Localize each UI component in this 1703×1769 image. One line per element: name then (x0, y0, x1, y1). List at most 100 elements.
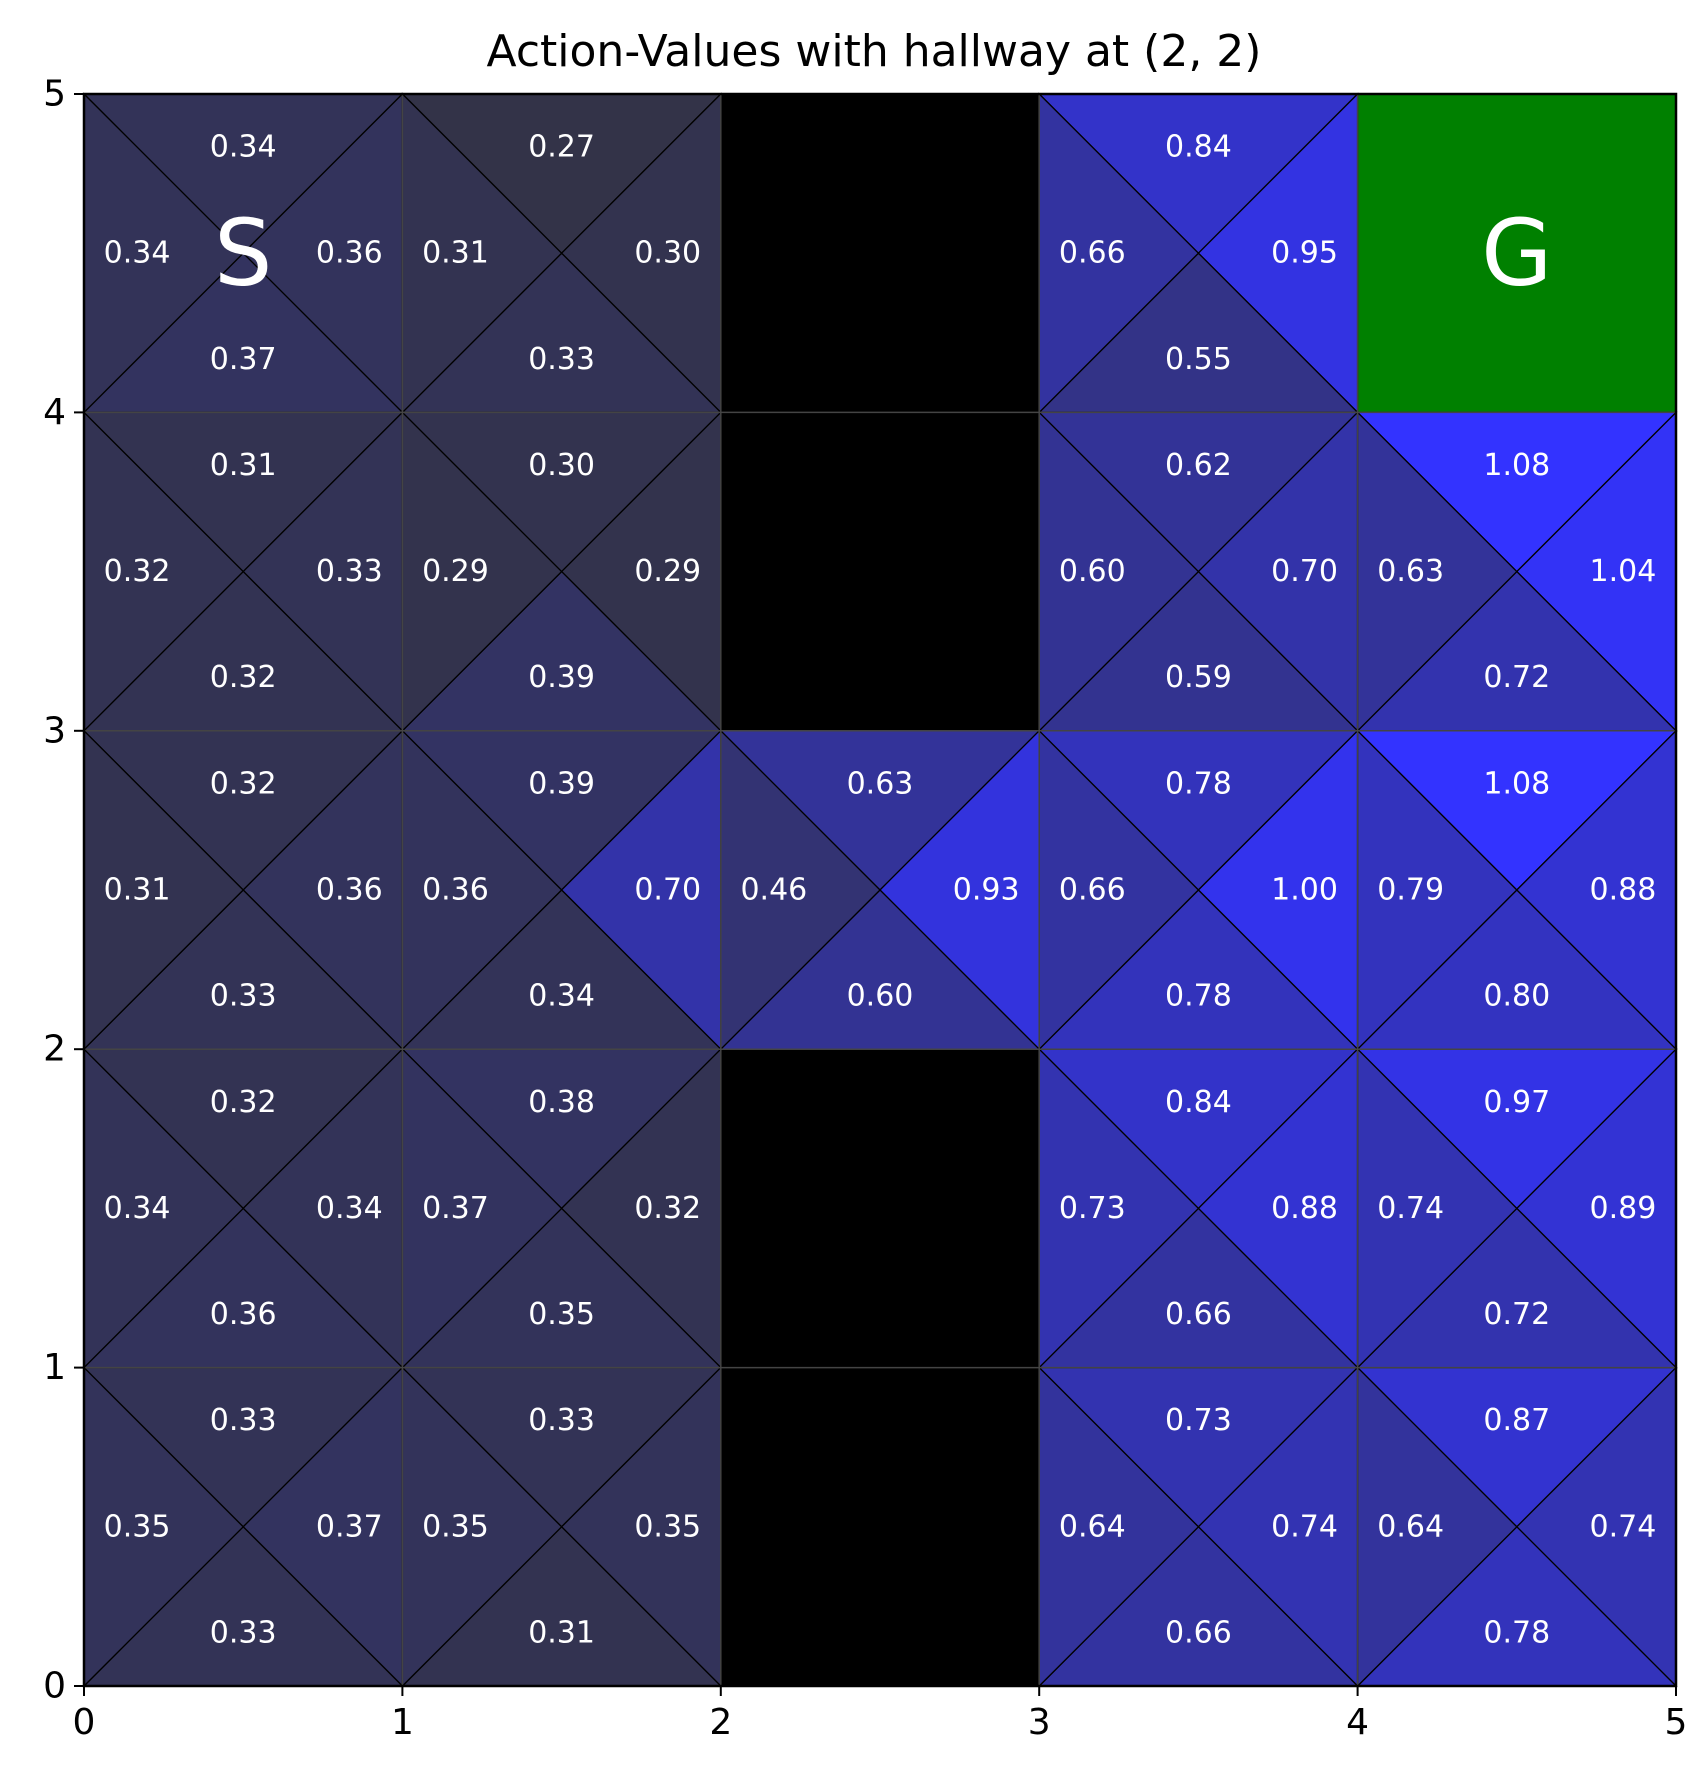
x-tick-label: 0 (73, 1702, 96, 1743)
q-value-right: 0.89 (1590, 1191, 1657, 1226)
q-value-down: 0.36 (210, 1297, 277, 1332)
q-value-left: 0.29 (422, 554, 489, 589)
goal-cell (1357, 94, 1676, 413)
y-tick-label: 0 (43, 1666, 66, 1707)
q-value-up: 0.84 (1165, 1085, 1232, 1120)
state-cell: 0.31 0.33 0.32 0.32 (82, 410, 404, 733)
q-value-right: 0.29 (634, 554, 701, 589)
q-value-left: 0.35 (104, 1509, 171, 1544)
state-cell: 0.84 0.95 0.55 0.66 (1037, 92, 1360, 414)
q-value-right: 0.30 (634, 236, 701, 271)
q-value-left: 0.64 (1059, 1509, 1126, 1544)
q-value-up: 0.62 (1165, 448, 1232, 483)
goal-marker: G (1481, 200, 1552, 307)
q-value-right: 1.00 (1271, 873, 1338, 908)
q-value-left: 0.73 (1059, 1191, 1126, 1226)
q-value-down: 0.59 (1165, 660, 1232, 695)
q-value-up: 1.08 (1483, 766, 1550, 801)
q-value-down: 0.34 (528, 979, 595, 1014)
q-value-left: 0.34 (104, 1191, 171, 1226)
state-cell: 0.32 0.36 0.33 0.31 (82, 729, 404, 1051)
q-value-down: 0.35 (528, 1297, 595, 1332)
q-value-right: 0.70 (1271, 554, 1338, 589)
q-value-right: 0.88 (1590, 873, 1657, 908)
q-value-down: 0.66 (1165, 1297, 1232, 1332)
q-value-up: 0.63 (847, 766, 914, 801)
chart-title: Action-Values with hallway at (2, 2) (487, 26, 1262, 77)
state-cell: 0.38 0.32 0.35 0.37 (400, 1047, 723, 1370)
q-value-right: 0.88 (1271, 1191, 1338, 1226)
state-cell: 0.63 0.93 0.60 0.46 (719, 729, 1041, 1051)
q-value-left: 0.64 (1377, 1509, 1444, 1544)
state-cell: 0.78 1.00 0.78 0.66 (1037, 729, 1360, 1051)
q-value-left: 0.46 (740, 873, 807, 908)
q-value-up: 0.84 (1165, 130, 1232, 165)
q-value-left: 0.37 (422, 1191, 489, 1226)
state-cell: 0.39 0.70 0.34 0.36 (400, 729, 723, 1051)
q-value-up: 0.31 (210, 448, 277, 483)
q-value-down: 0.66 (1165, 1615, 1232, 1650)
q-value-down: 0.33 (528, 342, 595, 377)
q-value-up: 0.33 (528, 1403, 595, 1438)
wall-cell (720, 412, 1040, 731)
q-value-up: 0.32 (210, 766, 277, 801)
state-cell: 0.84 0.88 0.66 0.73 (1037, 1047, 1360, 1370)
q-value-left: 0.66 (1059, 236, 1126, 271)
state-cell: 0.32 0.34 0.36 0.34 (82, 1047, 404, 1370)
q-value-down: 0.72 (1483, 1297, 1550, 1332)
q-value-right: 0.74 (1271, 1509, 1338, 1544)
state-cell: 0.97 0.89 0.72 0.74 (1356, 1047, 1678, 1370)
y-tick-label: 5 (43, 74, 66, 115)
q-value-down: 0.55 (1165, 342, 1232, 377)
q-value-left: 0.66 (1059, 873, 1126, 908)
grid-cells: 0.34 0.36 0.37 0.34 0.27 0.30 0.33 0.31 0.84 0.95… (82, 92, 1678, 1688)
state-cell: 0.87 0.74 0.78 0.64 (1356, 1366, 1678, 1688)
q-value-left: 0.36 (422, 873, 489, 908)
q-value-left: 0.74 (1377, 1191, 1444, 1226)
q-value-right: 0.32 (634, 1191, 701, 1226)
q-value-left: 0.79 (1377, 873, 1444, 908)
q-value-right: 0.36 (316, 873, 383, 908)
q-value-down: 0.33 (210, 979, 277, 1014)
state-cell: 1.08 1.04 0.72 0.63 (1356, 410, 1678, 733)
q-value-left: 0.60 (1059, 554, 1126, 589)
q-value-up: 0.30 (528, 448, 595, 483)
q-value-left: 0.63 (1377, 554, 1444, 589)
q-value-up: 0.39 (528, 766, 595, 801)
q-value-up: 0.34 (210, 130, 277, 165)
state-cell: 0.73 0.74 0.66 0.64 (1037, 1366, 1360, 1688)
q-value-up: 0.27 (528, 130, 595, 165)
q-value-up: 1.08 (1483, 448, 1550, 483)
state-cell: 1.08 0.88 0.80 0.79 (1356, 729, 1678, 1051)
q-value-right: 0.93 (953, 873, 1020, 908)
q-value-down: 0.39 (528, 660, 595, 695)
y-tick-label: 1 (43, 1347, 66, 1388)
q-value-up: 0.33 (210, 1403, 277, 1438)
q-value-right: 0.36 (316, 236, 383, 271)
q-value-down: 0.32 (210, 660, 277, 695)
q-value-left: 0.35 (422, 1509, 489, 1544)
q-value-down: 0.37 (210, 342, 277, 377)
q-value-down: 0.80 (1483, 979, 1550, 1014)
state-cell: 0.33 0.35 0.31 0.35 (400, 1366, 723, 1688)
x-tick-label: 1 (391, 1702, 414, 1743)
q-value-down: 0.78 (1165, 979, 1232, 1014)
plot-frame (82, 92, 1678, 1688)
y-tick-label: 3 (43, 710, 66, 751)
q-value-down: 0.78 (1483, 1615, 1550, 1650)
q-value-up: 0.78 (1165, 766, 1232, 801)
axes: 0 1 2 3 4 5 0 1 2 3 4 5 (43, 74, 1687, 1744)
start-marker: S (214, 200, 272, 307)
q-value-right: 0.33 (316, 554, 383, 589)
wall-cell (720, 1049, 1040, 1368)
x-tick-label: 3 (1028, 1702, 1051, 1743)
q-value-right: 0.70 (634, 873, 701, 908)
q-value-down: 0.72 (1483, 660, 1550, 695)
state-cell: 0.62 0.70 0.59 0.60 (1037, 410, 1360, 733)
state-cell: 0.34 0.36 0.37 0.34 (82, 92, 404, 414)
q-value-left: 0.34 (104, 236, 171, 271)
x-tick-label: 4 (1346, 1702, 1369, 1743)
q-value-right: 1.04 (1590, 554, 1657, 589)
